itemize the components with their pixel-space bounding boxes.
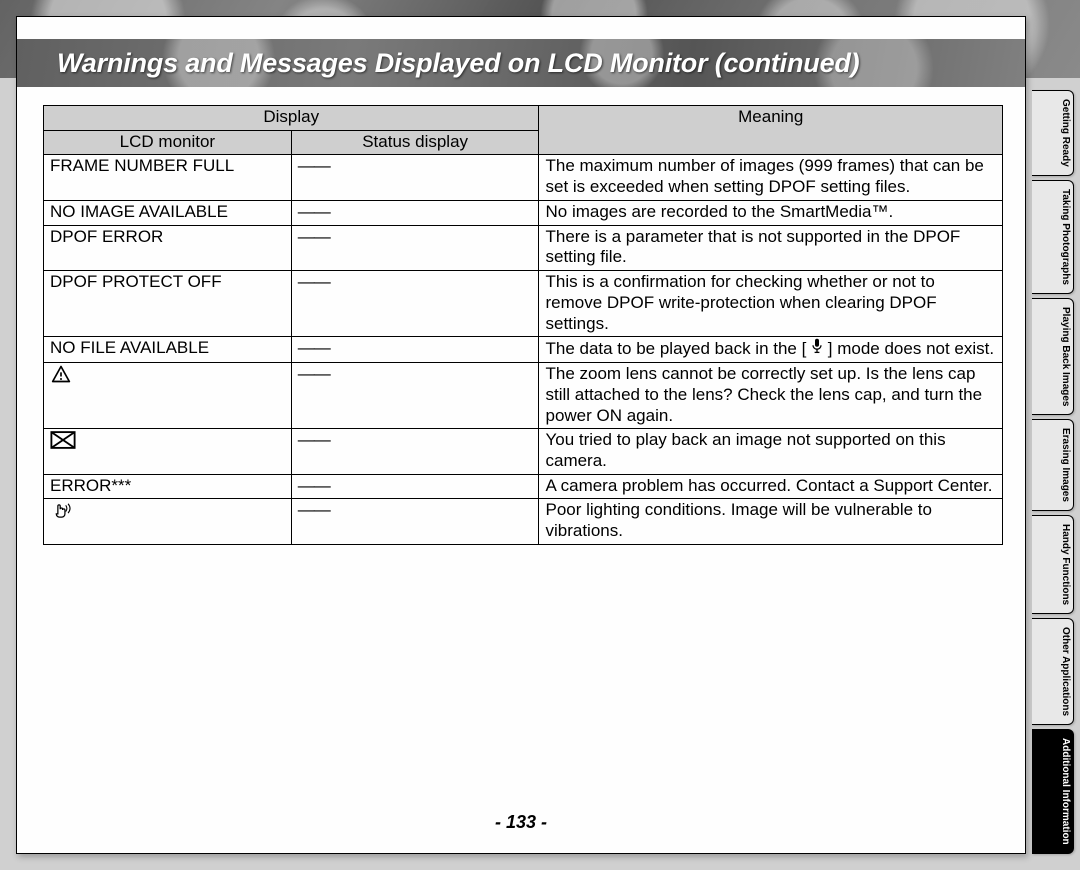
page-title: Warnings and Messages Displayed on LCD M…	[57, 48, 859, 79]
cell-status: ——	[291, 155, 539, 200]
cell-meaning: Poor lighting conditions. Image will be …	[539, 499, 1003, 544]
section-tab[interactable]: Getting Ready	[1032, 90, 1074, 176]
cell-lcd: DPOF ERROR	[44, 225, 292, 270]
cell-lcd: DPOF PROTECT OFF	[44, 271, 292, 337]
section-tab[interactable]: Taking Photographs	[1032, 180, 1074, 294]
section-tab[interactable]: Handy Functions	[1032, 515, 1074, 614]
cell-lcd	[44, 363, 292, 429]
cell-meaning: There is a parameter that is not support…	[539, 225, 1003, 270]
cell-meaning: The zoom lens cannot be correctly set up…	[539, 363, 1003, 429]
table-row: DPOF PROTECT OFF——This is a confirmation…	[44, 271, 1003, 337]
table-row: ——Poor lighting conditions. Image will b…	[44, 499, 1003, 544]
table-row: NO IMAGE AVAILABLE——No images are record…	[44, 200, 1003, 225]
warning-icon	[50, 364, 72, 384]
cell-status: ——	[291, 363, 539, 429]
messages-tbody: FRAME NUMBER FULL——The maximum number of…	[44, 155, 1003, 544]
cell-status: ——	[291, 474, 539, 499]
col-status: Status display	[291, 130, 539, 155]
cell-status: ——	[291, 337, 539, 363]
cell-status: ——	[291, 200, 539, 225]
cell-meaning: The data to be played back in the [ ] mo…	[539, 337, 1003, 363]
crossed-box-icon	[50, 430, 76, 450]
side-tabs: Getting ReadyTaking PhotographsPlaying B…	[1032, 90, 1074, 854]
table-row: ——The zoom lens cannot be correctly set …	[44, 363, 1003, 429]
cell-status: ——	[291, 429, 539, 474]
cell-lcd	[44, 499, 292, 544]
section-tab[interactable]: Other Applications	[1032, 618, 1074, 725]
cell-status: ——	[291, 271, 539, 337]
table-row: DPOF ERROR——There is a parameter that is…	[44, 225, 1003, 270]
table-row: FRAME NUMBER FULL——The maximum number of…	[44, 155, 1003, 200]
cell-lcd: NO FILE AVAILABLE	[44, 337, 292, 363]
cell-status: ——	[291, 225, 539, 270]
cell-meaning: A camera problem has occurred. Contact a…	[539, 474, 1003, 499]
messages-table: Display Meaning LCD monitor Status displ…	[43, 105, 1003, 545]
title-strip: Warnings and Messages Displayed on LCD M…	[17, 39, 1025, 87]
shake-hand-icon	[50, 500, 72, 520]
cell-meaning: You tried to play back an image not supp…	[539, 429, 1003, 474]
table-row: ERROR***——A camera problem has occurred.…	[44, 474, 1003, 499]
cell-status: ——	[291, 499, 539, 544]
section-tab[interactable]: Additional Information	[1032, 729, 1074, 854]
manual-page: Warnings and Messages Displayed on LCD M…	[16, 16, 1026, 854]
cell-lcd: NO IMAGE AVAILABLE	[44, 200, 292, 225]
section-tab[interactable]: Playing Back Images	[1032, 298, 1074, 416]
cell-lcd: ERROR***	[44, 474, 292, 499]
cell-lcd	[44, 429, 292, 474]
col-meaning: Meaning	[539, 106, 1003, 155]
col-lcd: LCD monitor	[44, 130, 292, 155]
table-row: ——You tried to play back an image not su…	[44, 429, 1003, 474]
col-display: Display	[44, 106, 539, 131]
cell-lcd: FRAME NUMBER FULL	[44, 155, 292, 200]
cell-meaning: The maximum number of images (999 frames…	[539, 155, 1003, 200]
mic-icon	[811, 338, 823, 354]
cell-meaning: No images are recorded to the SmartMedia…	[539, 200, 1003, 225]
section-tab[interactable]: Erasing Images	[1032, 419, 1074, 511]
table-row: NO FILE AVAILABLE——The data to be played…	[44, 337, 1003, 363]
cell-meaning: This is a confirmation for checking whet…	[539, 271, 1003, 337]
page-number: - 133 -	[17, 812, 1025, 833]
